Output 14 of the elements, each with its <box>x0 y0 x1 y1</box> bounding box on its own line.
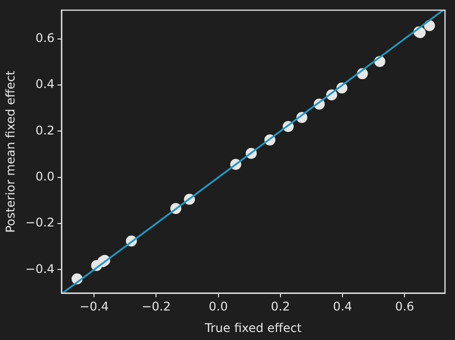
x-tick-label: −0.2 <box>142 300 171 314</box>
y-tick-label: 0.6 <box>35 30 55 45</box>
x-tick-label: 0.6 <box>395 300 414 314</box>
x-axis-title: True fixed effect <box>204 320 302 335</box>
y-axis-title: Posterior mean fixed effect <box>3 70 18 233</box>
y-tick-label: 0.2 <box>35 123 55 138</box>
y-tick-label: −0.2 <box>25 216 55 230</box>
x-tick-label: 0.4 <box>332 300 352 314</box>
y-tick-label: −0.4 <box>25 262 55 276</box>
x-tick-label: 0.0 <box>208 300 228 314</box>
y-tick-label: 0.4 <box>35 77 55 92</box>
x-tick-label: 0.2 <box>270 300 290 314</box>
x-tick-label: −0.4 <box>80 300 109 314</box>
y-tick-label: 0.0 <box>35 169 55 184</box>
